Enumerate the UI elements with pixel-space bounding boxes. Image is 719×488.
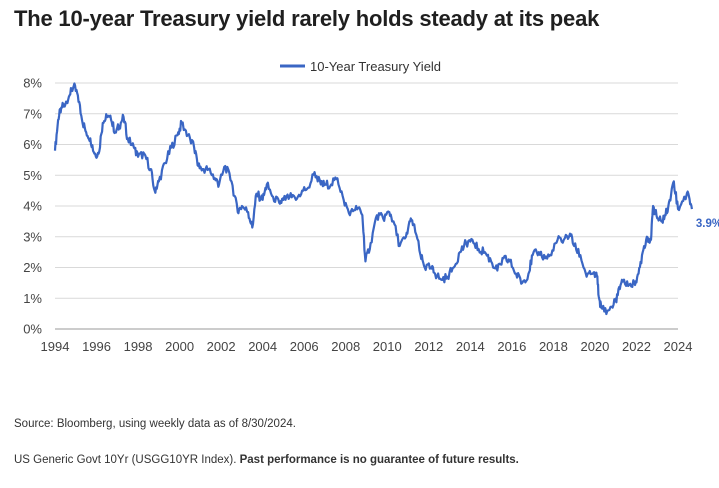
- y-tick-label: 2%: [23, 260, 42, 275]
- chart-title: The 10-year Treasury yield rarely holds …: [14, 6, 600, 31]
- series-line-10yr-yield: [53, 82, 693, 316]
- legend: 10-Year Treasury Yield: [280, 59, 441, 74]
- y-tick-label: 0%: [23, 322, 42, 337]
- source-note: Source: Bloomberg, using weekly data as …: [14, 418, 296, 430]
- x-tick-label: 1996: [82, 339, 111, 354]
- footnote-text: US Generic Govt 10Yr (USGG10YR Index).: [14, 454, 240, 466]
- x-tick-label: 2024: [664, 339, 693, 354]
- y-tick-label: 4%: [23, 199, 42, 214]
- end-value-label: 3.9%: [696, 218, 719, 230]
- yield-chart: 10-Year Treasury Yield 0% 1% 2% 3% 4% 5% 6% 7% 8…: [23, 59, 719, 354]
- y-tick-label: 3%: [23, 229, 42, 244]
- x-tick-label: 2002: [207, 339, 236, 354]
- legend-label: 10-Year Treasury Yield: [310, 59, 441, 74]
- x-axis: 1994 1996 1998 2000 2002 2004 2006 2008 2010 2012…: [41, 339, 693, 354]
- y-tick-label: 5%: [23, 168, 42, 183]
- y-axis: 0% 1% 2% 3% 4% 5% 6% 7% 8%: [23, 76, 42, 337]
- y-tick-label: 7%: [23, 106, 42, 121]
- x-tick-label: 2018: [539, 339, 568, 354]
- x-tick-label: 2006: [290, 339, 319, 354]
- x-tick-label: 2014: [456, 339, 485, 354]
- x-tick-label: 2010: [373, 339, 402, 354]
- x-tick-label: 2004: [248, 339, 277, 354]
- x-tick-label: 2020: [580, 339, 609, 354]
- y-tick-label: 8%: [23, 76, 42, 91]
- x-tick-label: 2022: [622, 339, 651, 354]
- footnote: US Generic Govt 10Yr (USGG10YR Index). P…: [14, 454, 519, 466]
- disclaimer: Past performance is no guarantee of futu…: [239, 454, 519, 466]
- y-tick-label: 1%: [23, 291, 42, 306]
- gridlines: [55, 82, 678, 330]
- x-tick-label: 1998: [124, 339, 153, 354]
- x-tick-label: 2016: [497, 339, 526, 354]
- x-tick-label: 1994: [41, 339, 70, 354]
- x-tick-label: 2008: [331, 339, 360, 354]
- y-tick-label: 6%: [23, 137, 42, 152]
- x-tick-label: 2012: [414, 339, 443, 354]
- x-tick-label: 2000: [165, 339, 194, 354]
